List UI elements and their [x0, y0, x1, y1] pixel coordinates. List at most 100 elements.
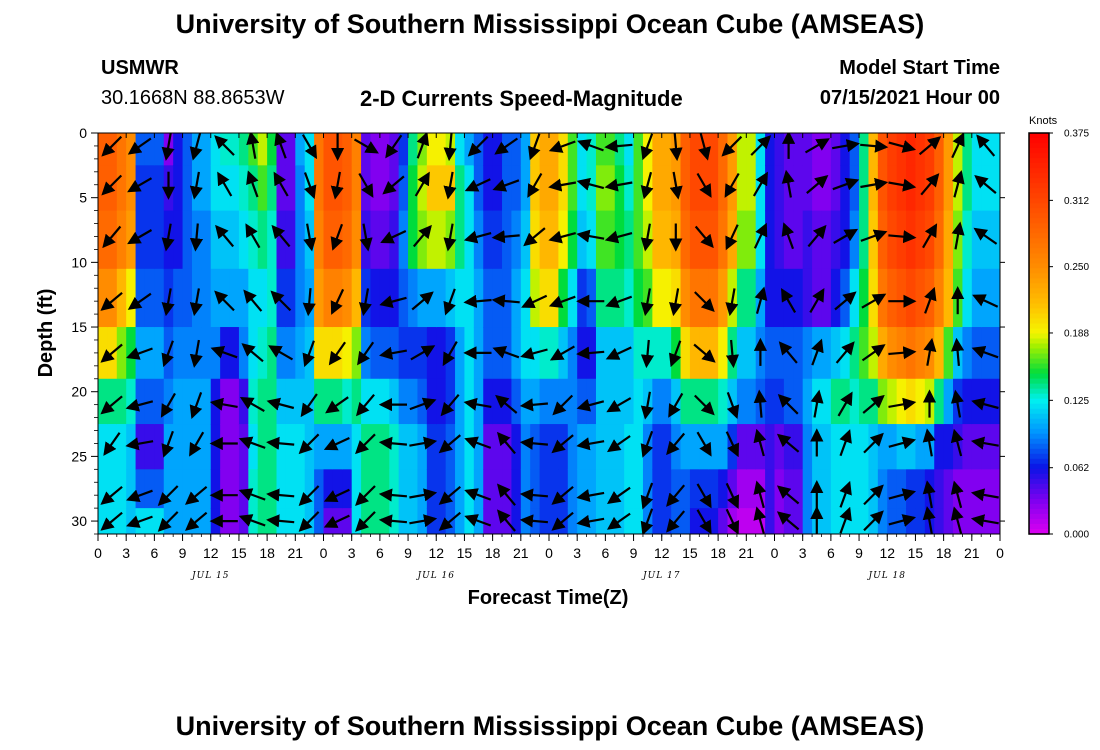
- current-vector-arrow: [918, 136, 942, 156]
- heatmap-cell: [708, 424, 719, 470]
- heatmap-cell: [943, 268, 954, 328]
- heatmap-cell: [689, 165, 700, 212]
- heatmap-cell: [304, 469, 315, 509]
- current-vector-arrow: [696, 431, 712, 457]
- current-vector-arrow: [862, 394, 885, 414]
- colorbar-swatch: [1029, 278, 1049, 284]
- colorbar-tick-label: 0.312: [1064, 196, 1089, 207]
- current-vector-layer: [100, 133, 999, 534]
- heatmap-cell: [736, 165, 747, 212]
- heatmap-cell: [971, 508, 982, 534]
- heatmap-cell: [436, 268, 447, 328]
- model-start-label: Model Start Time: [839, 57, 1000, 79]
- heatmap-cell: [849, 133, 860, 166]
- heatmap-cell: [633, 165, 644, 212]
- heatmap-cell: [699, 165, 710, 212]
- heatmap-cell: [295, 327, 306, 380]
- x-tick-label: 18: [936, 545, 952, 561]
- heatmap-cell: [567, 133, 578, 166]
- heatmap-cell: [436, 210, 447, 270]
- heatmap-cell: [257, 378, 268, 425]
- current-vector-arrow: [302, 340, 315, 368]
- current-vector-arrow: [463, 397, 492, 411]
- heatmap-cell: [906, 378, 917, 425]
- current-vector-arrow: [668, 340, 682, 368]
- heatmap-cell: [483, 210, 494, 270]
- heatmap-cell: [652, 508, 663, 534]
- heatmap-cell: [370, 268, 381, 328]
- current-vector-arrow: [157, 511, 179, 532]
- heatmap-cell: [539, 268, 550, 328]
- day-label: JUL 15: [190, 571, 229, 581]
- current-vector-arrow: [640, 508, 654, 534]
- x-tick-label: 9: [855, 545, 863, 561]
- heatmap-cell: [549, 327, 559, 380]
- heatmap-cell: [295, 378, 306, 425]
- heatmap-cell: [408, 508, 419, 534]
- heatmap-cell: [314, 210, 325, 270]
- colorbar-unit: Knots: [1029, 115, 1058, 127]
- current-vector-arrow: [606, 397, 632, 413]
- heatmap-cell: [990, 378, 1000, 425]
- heatmap-cell: [549, 268, 559, 328]
- current-vector-arrow: [754, 286, 768, 314]
- current-vector-arrow: [443, 133, 457, 162]
- heatmap-cell: [868, 469, 879, 509]
- current-vector-arrow: [863, 510, 884, 532]
- heatmap-cell: [708, 378, 719, 425]
- colorbar-tick-label: 0.188: [1064, 328, 1089, 339]
- colorbar-swatch: [1029, 258, 1049, 264]
- heatmap-cell: [473, 165, 484, 212]
- current-vector-arrow: [325, 396, 349, 414]
- current-vector-arrow: [861, 293, 887, 309]
- heatmap-cell: [558, 165, 569, 212]
- heatmap-cell: [511, 133, 522, 166]
- heatmap-cell: [859, 327, 870, 380]
- heatmap-cell: [173, 378, 184, 425]
- model-start-value: 07/15/2021 Hour 00: [819, 87, 1000, 109]
- heatmap-cell: [661, 268, 672, 328]
- heatmap-cell: [436, 165, 447, 212]
- x-tick-label: 15: [457, 545, 473, 561]
- heatmap-cell: [774, 378, 785, 425]
- heatmap-cell: [473, 210, 484, 270]
- current-vector-arrow: [438, 511, 462, 531]
- heatmap-cell: [915, 469, 926, 509]
- heatmap-cell: [126, 378, 137, 425]
- heatmap-cell: [830, 327, 841, 380]
- heatmap-cell: [896, 268, 907, 328]
- heatmap-cell: [295, 508, 306, 534]
- heatmap-cell: [915, 378, 926, 425]
- colorbar-swatch: [1029, 298, 1049, 305]
- heatmap-cell: [990, 268, 1000, 328]
- colorbar-swatch: [1029, 473, 1049, 480]
- heatmap-cell: [736, 133, 747, 166]
- heatmap-cell: [408, 469, 419, 509]
- heatmap-cell: [680, 268, 691, 328]
- heatmap-cell: [849, 165, 860, 212]
- current-vector-arrow: [548, 295, 576, 309]
- current-vector-arrow: [380, 230, 407, 244]
- current-vector-arrow: [725, 288, 739, 317]
- heatmap-cell: [558, 268, 569, 328]
- current-vector-arrow: [604, 139, 633, 153]
- heatmap-cell: [398, 469, 409, 509]
- current-vector-arrow: [189, 133, 203, 161]
- current-vector-arrow: [552, 394, 574, 416]
- heatmap-cell: [962, 268, 973, 328]
- heatmap-cell: [765, 469, 776, 509]
- colorbar-swatch: [1029, 333, 1049, 340]
- heatmap-cell: [605, 165, 616, 212]
- current-vector-arrow: [696, 172, 712, 198]
- heatmap-cell: [830, 378, 841, 425]
- heatmap-cell: [98, 469, 108, 509]
- current-vector-arrow: [246, 170, 259, 198]
- heatmap-cell: [342, 268, 353, 328]
- current-vector-arrow: [125, 437, 154, 451]
- heatmap-cell: [840, 165, 851, 212]
- current-vector-arrow: [922, 428, 936, 457]
- heatmap-cell: [614, 210, 625, 270]
- current-vector-arrow: [185, 485, 208, 505]
- current-vector-arrow: [303, 223, 317, 252]
- heatmap-cell: [652, 133, 663, 166]
